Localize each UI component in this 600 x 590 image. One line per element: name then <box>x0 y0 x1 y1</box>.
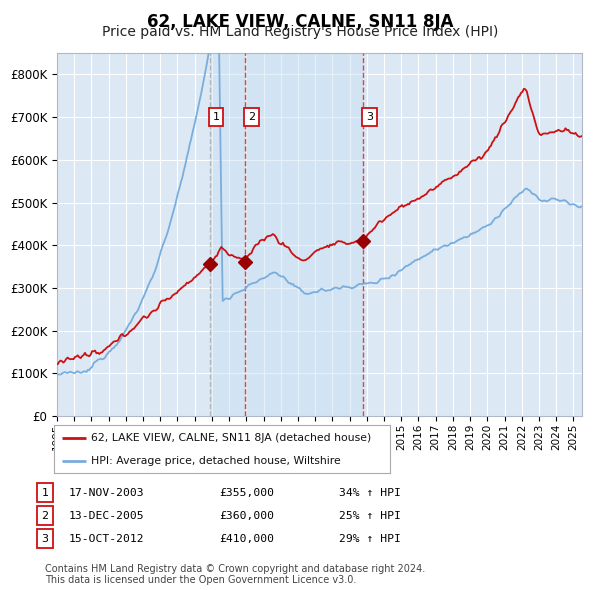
Text: Contains HM Land Registry data © Crown copyright and database right 2024.
This d: Contains HM Land Registry data © Crown c… <box>45 563 425 585</box>
Text: 62, LAKE VIEW, CALNE, SN11 8JA: 62, LAKE VIEW, CALNE, SN11 8JA <box>147 13 453 31</box>
Text: 2: 2 <box>248 112 255 122</box>
Text: 1: 1 <box>212 112 220 122</box>
Text: 13-DEC-2005: 13-DEC-2005 <box>69 511 145 520</box>
Text: Price paid vs. HM Land Registry's House Price Index (HPI): Price paid vs. HM Land Registry's House … <box>102 25 498 40</box>
Text: 3: 3 <box>366 112 373 122</box>
Bar <box>245 53 363 416</box>
Text: £360,000: £360,000 <box>219 511 274 520</box>
Text: HPI: Average price, detached house, Wiltshire: HPI: Average price, detached house, Wilt… <box>91 456 341 466</box>
Text: £355,000: £355,000 <box>219 488 274 497</box>
Text: 2: 2 <box>41 511 49 520</box>
Text: 1: 1 <box>41 488 49 497</box>
Text: 34% ↑ HPI: 34% ↑ HPI <box>339 488 401 497</box>
Text: 25% ↑ HPI: 25% ↑ HPI <box>339 511 401 520</box>
Text: 15-OCT-2012: 15-OCT-2012 <box>69 534 145 543</box>
Text: 3: 3 <box>41 534 49 543</box>
Text: £410,000: £410,000 <box>219 534 274 543</box>
Text: 17-NOV-2003: 17-NOV-2003 <box>69 488 145 497</box>
Text: 29% ↑ HPI: 29% ↑ HPI <box>339 534 401 543</box>
Text: 62, LAKE VIEW, CALNE, SN11 8JA (detached house): 62, LAKE VIEW, CALNE, SN11 8JA (detached… <box>91 433 371 443</box>
Bar <box>210 53 245 416</box>
